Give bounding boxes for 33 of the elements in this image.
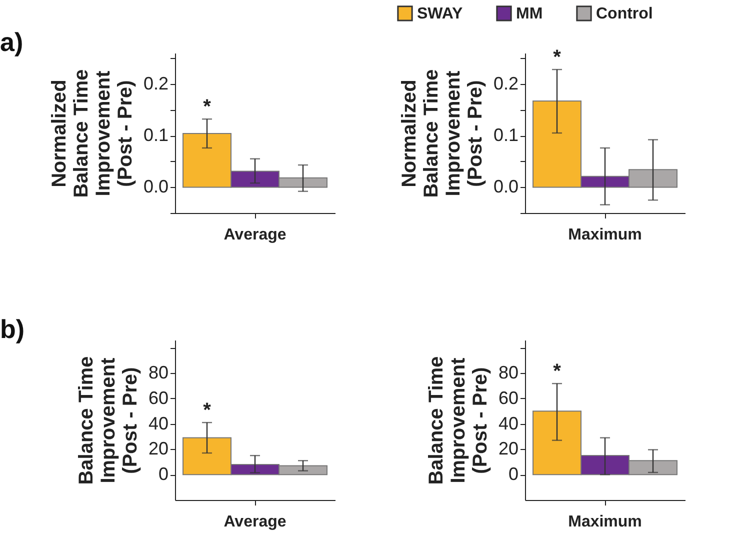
annotation: * xyxy=(203,96,212,118)
y-tick-label: 0.1 xyxy=(143,125,168,146)
y-tick-label: 0.0 xyxy=(143,176,168,197)
y-tick-label: 0 xyxy=(508,464,518,484)
x-tick-label: Maximum xyxy=(568,514,642,530)
x-tick-label: Average xyxy=(224,226,286,244)
y-tick-label: 0.1 xyxy=(493,125,518,146)
y-tick-label: 80 xyxy=(498,362,518,383)
y-tick-label: 60 xyxy=(498,388,518,408)
y-tick-label: 20 xyxy=(498,438,518,459)
text: a) xyxy=(0,27,24,57)
legend-label: MM xyxy=(516,5,543,22)
y-axis-title: Normalized Balance Time Improvement (Post - Pre) xyxy=(398,69,486,198)
y-tick-label: 60 xyxy=(148,388,168,408)
annotation: * xyxy=(553,46,562,69)
y-axis-title: Balance Time Improvement (Post - Pre) xyxy=(75,356,142,485)
y-tick-label: 0.2 xyxy=(143,73,168,94)
y-tick-label: 0.0 xyxy=(493,176,518,197)
x-tick-label: Average xyxy=(224,514,286,530)
y-tick-label: 0 xyxy=(158,464,168,484)
y-tick-label: 0.2 xyxy=(493,73,518,94)
y-tick-label: 40 xyxy=(148,413,168,434)
y-tick-label: 20 xyxy=(148,438,168,459)
legend-label: Control xyxy=(596,5,653,22)
y-axis-title: Normalized Balance Time Improvement (Post - Pre) xyxy=(48,69,136,198)
legend-label: SWAY xyxy=(417,5,463,22)
text: b) xyxy=(0,314,25,344)
y-axis-title: Balance Time Improvement (Post - Pre) xyxy=(425,356,492,485)
annotation: * xyxy=(553,360,562,383)
y-tick-label: 80 xyxy=(148,362,168,383)
y-tick-label: 40 xyxy=(498,413,518,434)
x-tick-label: Maximum xyxy=(568,226,642,244)
annotation: * xyxy=(203,400,212,422)
